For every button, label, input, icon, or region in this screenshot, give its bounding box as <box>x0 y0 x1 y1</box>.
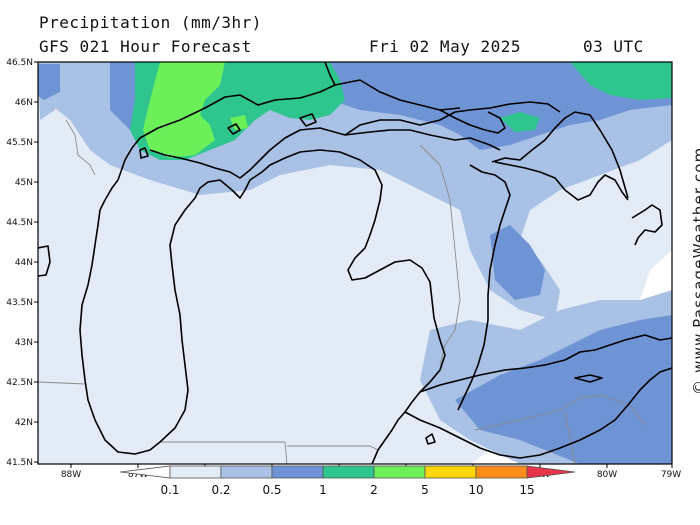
lat-label: 45.5N <box>6 138 33 148</box>
lat-label: 45N <box>15 178 33 188</box>
legend-tick-label: 0.2 <box>211 483 230 497</box>
lat-label: 44.5N <box>6 218 33 228</box>
watermark: © www.PassageWeather.com <box>690 146 700 395</box>
lat-label: 43N <box>15 338 33 348</box>
legend-tick-label: 0.1 <box>160 483 179 497</box>
precipitation-layer <box>38 62 672 464</box>
legend-swatch <box>475 465 528 479</box>
lat-label: 46.5N <box>6 58 33 68</box>
state-borders <box>38 119 646 464</box>
forecast-model-label: GFS 021 Hour Forecast <box>39 37 252 56</box>
precip-area-2b <box>230 115 248 130</box>
legend-tick-label: 10 <box>468 483 483 497</box>
lat-label: 43.5N <box>6 298 33 308</box>
forecast-time: 03 UTC <box>583 37 644 56</box>
lon-label: 87W <box>128 470 148 480</box>
precip-area-0.5c <box>455 315 672 464</box>
legend-swatch <box>271 465 324 479</box>
precip-area-1b <box>570 62 672 100</box>
legend-tick-label: 0.5 <box>262 483 281 497</box>
precip-area-0.5b <box>490 225 545 300</box>
precip-area-1c <box>500 112 540 132</box>
lat-label: 42.5N <box>6 378 33 388</box>
legend-swatch <box>526 465 576 479</box>
precip-area-0.5d <box>38 64 60 100</box>
legend-swatch <box>424 465 477 479</box>
legend-tick-label: 15 <box>519 483 534 497</box>
map-frame <box>37 61 673 465</box>
precipitation-legend: 0.1 0.2 0.5 1 2 5 10 15 <box>119 465 576 497</box>
legend-tick-label: 5 <box>421 483 429 497</box>
lon-label: 88W <box>61 470 81 480</box>
lon-label: 79W <box>661 470 681 480</box>
precip-area-2 <box>143 62 225 158</box>
legend-swatch <box>373 465 426 479</box>
lat-label: 41.5N <box>6 458 33 468</box>
lat-label: 44N <box>15 258 33 268</box>
lat-label: 46N <box>15 98 33 108</box>
lat-label: 42N <box>15 418 33 428</box>
forecast-date: Fri 02 May 2025 <box>369 37 521 56</box>
legend-swatch <box>220 465 273 479</box>
lon-label: 80W <box>597 470 617 480</box>
legend-swatch <box>322 465 375 479</box>
legend-tick-label: 1 <box>319 483 327 497</box>
latitude-axis: 46.5N 46N 45.5N 45N 44.5N 44N 43.5N 43N … <box>6 58 38 468</box>
map-title: Precipitation (mm/3hr) <box>39 13 262 32</box>
coastlines <box>38 62 672 464</box>
legend-tick-label: 2 <box>370 483 378 497</box>
legend-swatch <box>169 465 222 479</box>
